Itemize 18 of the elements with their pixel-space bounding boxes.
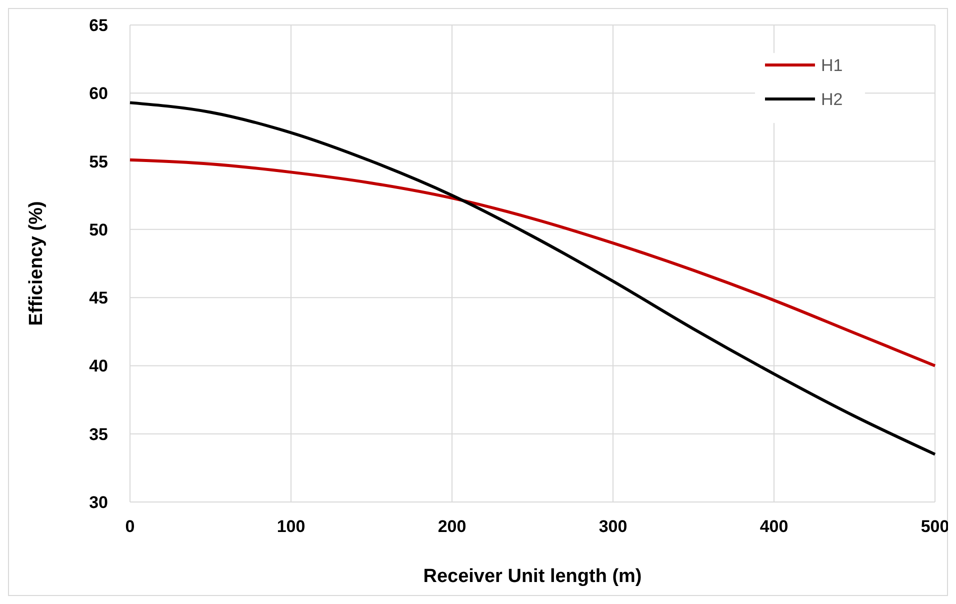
x-tick-label: 100 [276,517,306,536]
x-tick-label: 400 [760,517,788,536]
y-tick-label: 55 [89,152,108,172]
legend-label: H1 [821,56,843,75]
y-tick-label: 65 [89,16,108,35]
y-tick-label: 50 [89,220,108,240]
y-tick-label: 60 [89,84,108,104]
y-tick-label: 30 [89,493,108,512]
line-series [128,158,936,368]
x-tick-label: 300 [598,517,628,536]
x-tick-label: 200 [438,517,466,536]
y-tick-label: 40 [89,356,108,376]
y-axis-title: Efficiency (%) [26,201,47,326]
y-tick-label: 35 [89,424,108,444]
x-axis-title: Receiver Unit length (m) [423,566,642,587]
y-tick-label: 45 [89,288,108,308]
legend-label: H2 [821,90,843,109]
x-tick-label: 0 [125,517,135,536]
